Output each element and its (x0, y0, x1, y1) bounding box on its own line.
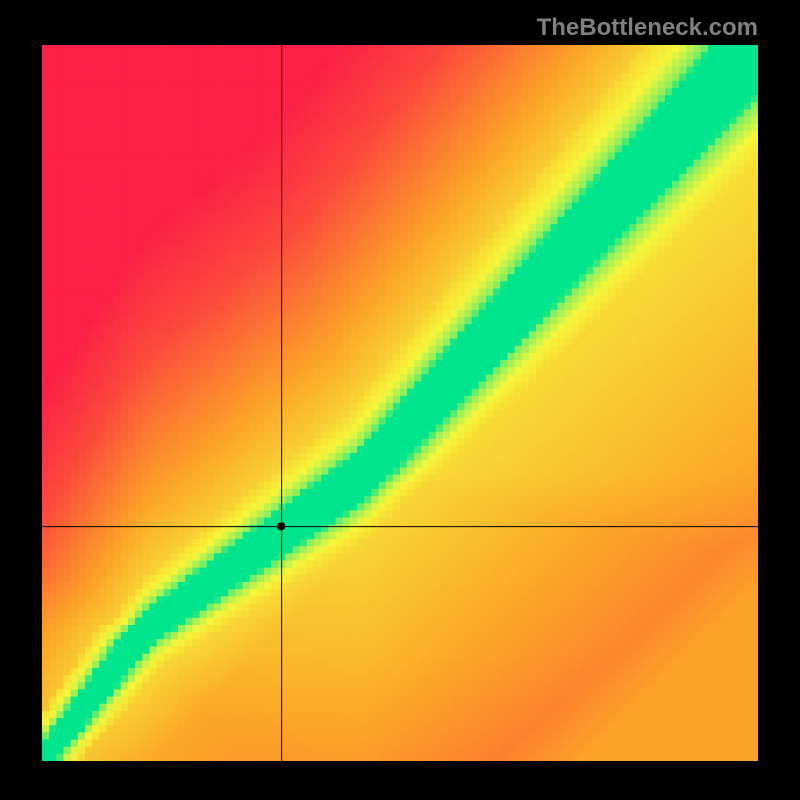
bottleneck-heatmap (42, 45, 758, 761)
watermark-label: TheBottleneck.com (537, 14, 758, 42)
chart-container: TheBottleneck.com (0, 0, 800, 800)
